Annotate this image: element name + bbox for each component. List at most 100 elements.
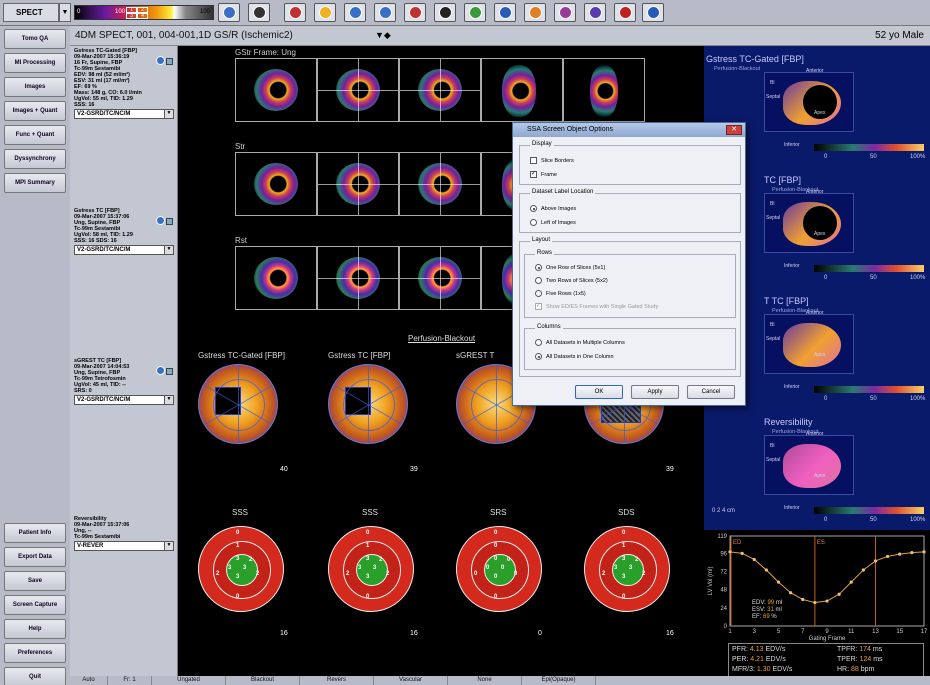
volume-point[interactable] [728,550,732,554]
radio-unselected-icon[interactable] [535,290,542,297]
dataset-globe-icon[interactable] [156,216,165,225]
apply-button[interactable]: Apply [631,385,679,399]
heart-rotate-button[interactable] [614,3,636,22]
grid-cell-2[interactable]: 2 [137,7,148,13]
row-option-5x1[interactable]: One Row of Slices (5x1) [535,264,605,271]
cancel-button[interactable]: Cancel [687,385,735,399]
slice-image[interactable] [563,58,645,122]
dataset-layout-select[interactable]: V2-GSRD/TC/NC/M ▼ [74,395,174,405]
slice-image[interactable] [235,58,317,122]
ok-button[interactable]: OK [575,385,623,399]
nav-button-2[interactable]: Images [4,77,66,97]
nav-button-0[interactable]: Tomo QA [4,29,66,49]
dataset-image-icon[interactable] [166,58,173,65]
status-cell[interactable]: Epi(Opaque) [522,676,596,685]
heart-multi-button[interactable] [554,3,576,22]
layout-grid-selector[interactable]: 1 2 3 4 [126,7,148,19]
radio-unselected-icon[interactable] [530,219,537,226]
heart-dark-button[interactable] [434,3,456,22]
radio-selected-icon[interactable] [535,353,542,360]
nav-button-4[interactable]: Func + Quant [4,125,66,145]
polar-map[interactable] [198,364,278,444]
radio-unselected-icon[interactable] [535,277,542,284]
checkbox-unchecked-icon[interactable] [530,157,537,164]
column-option-one[interactable]: All Datasets in One Column [535,353,614,360]
volume-point[interactable] [776,580,781,584]
slice-image[interactable] [399,58,481,122]
monitor-button[interactable] [374,3,396,22]
row-option-5x2[interactable]: Two Rows of Slices (5x2) [535,277,608,284]
volume-point[interactable] [849,580,853,584]
nav-button-1[interactable]: MI Processing [4,53,66,73]
chevron-down-icon[interactable]: ▼ [164,396,173,404]
dataset-layout-select[interactable]: V2-GSRD/TC/NC/M ▼ [74,245,174,255]
volume-point[interactable] [801,597,805,602]
chevron-down-icon[interactable]: ▼ [164,246,173,254]
slice-borders-checkbox[interactable]: Slice Borders [530,157,574,164]
close-icon[interactable]: ✕ [726,125,742,135]
3d-heart-view[interactable] [764,193,854,253]
slice-image[interactable] [399,246,481,310]
nav-button-bottom-0[interactable]: Patient Info [4,523,66,543]
dataset-layout-select[interactable]: V2-GSRD/TC/NC/M ▼ [74,109,174,119]
heart-red-button[interactable] [404,3,426,22]
grid-cell-4[interactable]: 4 [137,13,148,19]
nav-button-5[interactable]: Dyssynchrony [4,149,66,169]
status-cell[interactable]: None [448,676,522,685]
study-dropdown-icon[interactable]: ▼◆ [375,30,391,40]
perfusion-blackout-link[interactable]: Perfusion-Blackout [408,334,476,343]
radio-selected-icon[interactable] [535,264,542,271]
chevron-down-icon[interactable]: ▼ [164,542,173,550]
dataset-layout-select[interactable]: V-REVER ▼ [74,541,174,551]
dataset-info-2[interactable]: sGREST TC [FBP] 09-Mar-2007 14:04:53 Ung, … [74,358,174,394]
nav-button-bottom-5[interactable]: Preferences [4,643,66,663]
slice-image[interactable] [399,152,481,216]
volume-point[interactable] [825,599,829,603]
grid-cell-3[interactable]: 3 [126,13,137,19]
slice-row-gated-stress[interactable] [235,58,645,122]
volume-point[interactable] [873,559,878,563]
dataset-info-3[interactable]: Reversibility 09-Mar-2007 15:37:06 Ung, --… [74,516,174,540]
dataset-globe-icon[interactable] [156,366,165,375]
color-scale-bar[interactable]: 0 1 2 3 4 100 100 [74,5,214,20]
modality-select[interactable]: SPECT [3,3,59,22]
slice-image[interactable] [481,58,563,122]
camera-button[interactable] [248,3,270,22]
volume-point[interactable] [898,552,902,556]
status-cell[interactable]: Revers [300,676,374,685]
status-cell[interactable]: Fr: 1 [108,676,152,685]
polar-map[interactable] [328,364,408,444]
nav-button-bottom-6[interactable]: Quit [4,667,66,685]
volume-point[interactable] [837,592,841,596]
target-button[interactable] [284,3,306,22]
volume-point[interactable] [861,568,865,572]
volume-point[interactable] [764,568,768,572]
dataset-info-0[interactable]: Gstress TC-Gated [FBP] 09-Mar-2007 15:36:… [74,48,174,108]
volume-point[interactable] [886,554,890,559]
zoom-button[interactable] [218,3,240,22]
3d-heart-view[interactable] [764,435,854,495]
status-cell[interactable]: Vascular [374,676,448,685]
modality-dropdown-arrow[interactable]: ▼ [59,3,71,22]
display-button[interactable] [344,3,366,22]
status-cell[interactable]: Ungated [152,676,226,685]
volume-point[interactable] [752,557,756,562]
grid-cell-1[interactable]: 1 [126,7,137,13]
volume-point[interactable] [910,551,914,555]
dataset-image-icon[interactable] [166,368,173,375]
heart-blue-button[interactable] [494,3,516,22]
slice-image[interactable] [317,246,399,310]
show-ed-es-checkbox[interactable]: ✓ Show ED/ES Frames with Single Gated Stu… [535,303,658,310]
radio-selected-icon[interactable] [530,205,537,212]
checkbox-checked-icon[interactable]: ✓ [530,171,537,178]
3d-heart-view[interactable] [764,314,854,374]
slice-image[interactable] [235,152,317,216]
chevron-down-icon[interactable]: ▼ [164,110,173,118]
globe-button[interactable] [642,3,664,22]
nav-button-3[interactable]: Images + Quant [4,101,66,121]
nav-button-bottom-4[interactable]: Help [4,619,66,639]
